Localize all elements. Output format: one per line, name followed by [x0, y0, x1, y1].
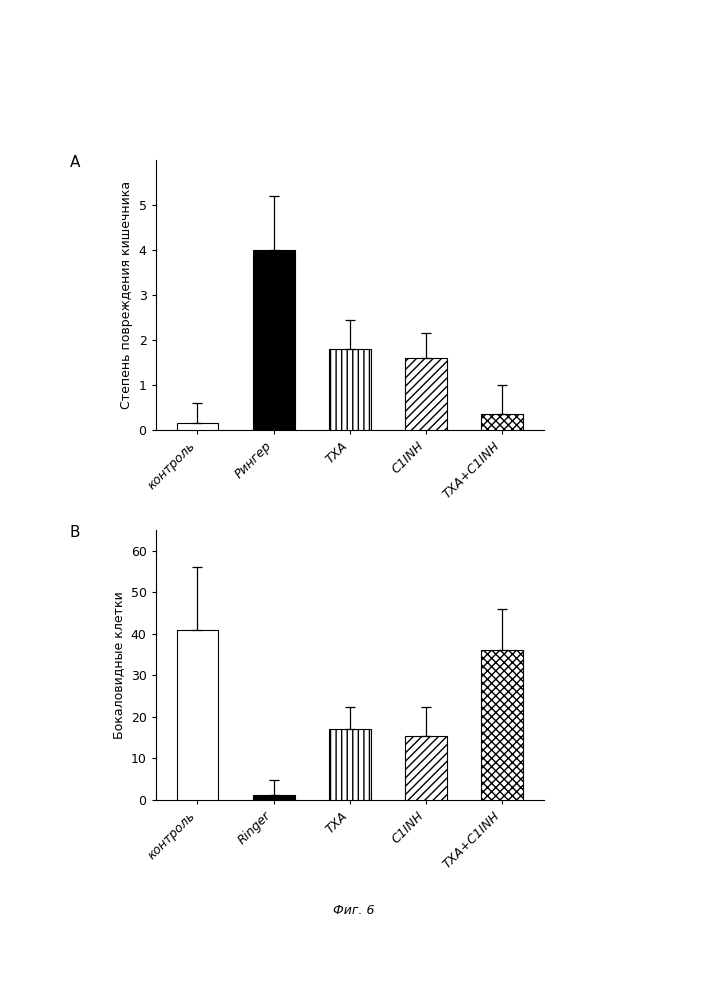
Bar: [405, 736, 448, 800]
Bar: [177, 630, 218, 800]
Y-axis label: Бокаловидные клетки: Бокаловидные клетки: [112, 591, 125, 739]
Text: Фиг. 6: Фиг. 6: [333, 904, 374, 916]
Bar: [177, 423, 218, 430]
Bar: [481, 650, 523, 800]
Bar: [481, 414, 523, 430]
Text: A: A: [70, 155, 81, 170]
Bar: [329, 349, 371, 430]
Bar: [253, 795, 295, 800]
Bar: [253, 250, 295, 430]
Text: B: B: [70, 525, 81, 540]
Y-axis label: Степень повреждения кишечника: Степень повреждения кишечника: [120, 181, 133, 409]
Bar: [329, 729, 371, 800]
Bar: [405, 358, 448, 430]
